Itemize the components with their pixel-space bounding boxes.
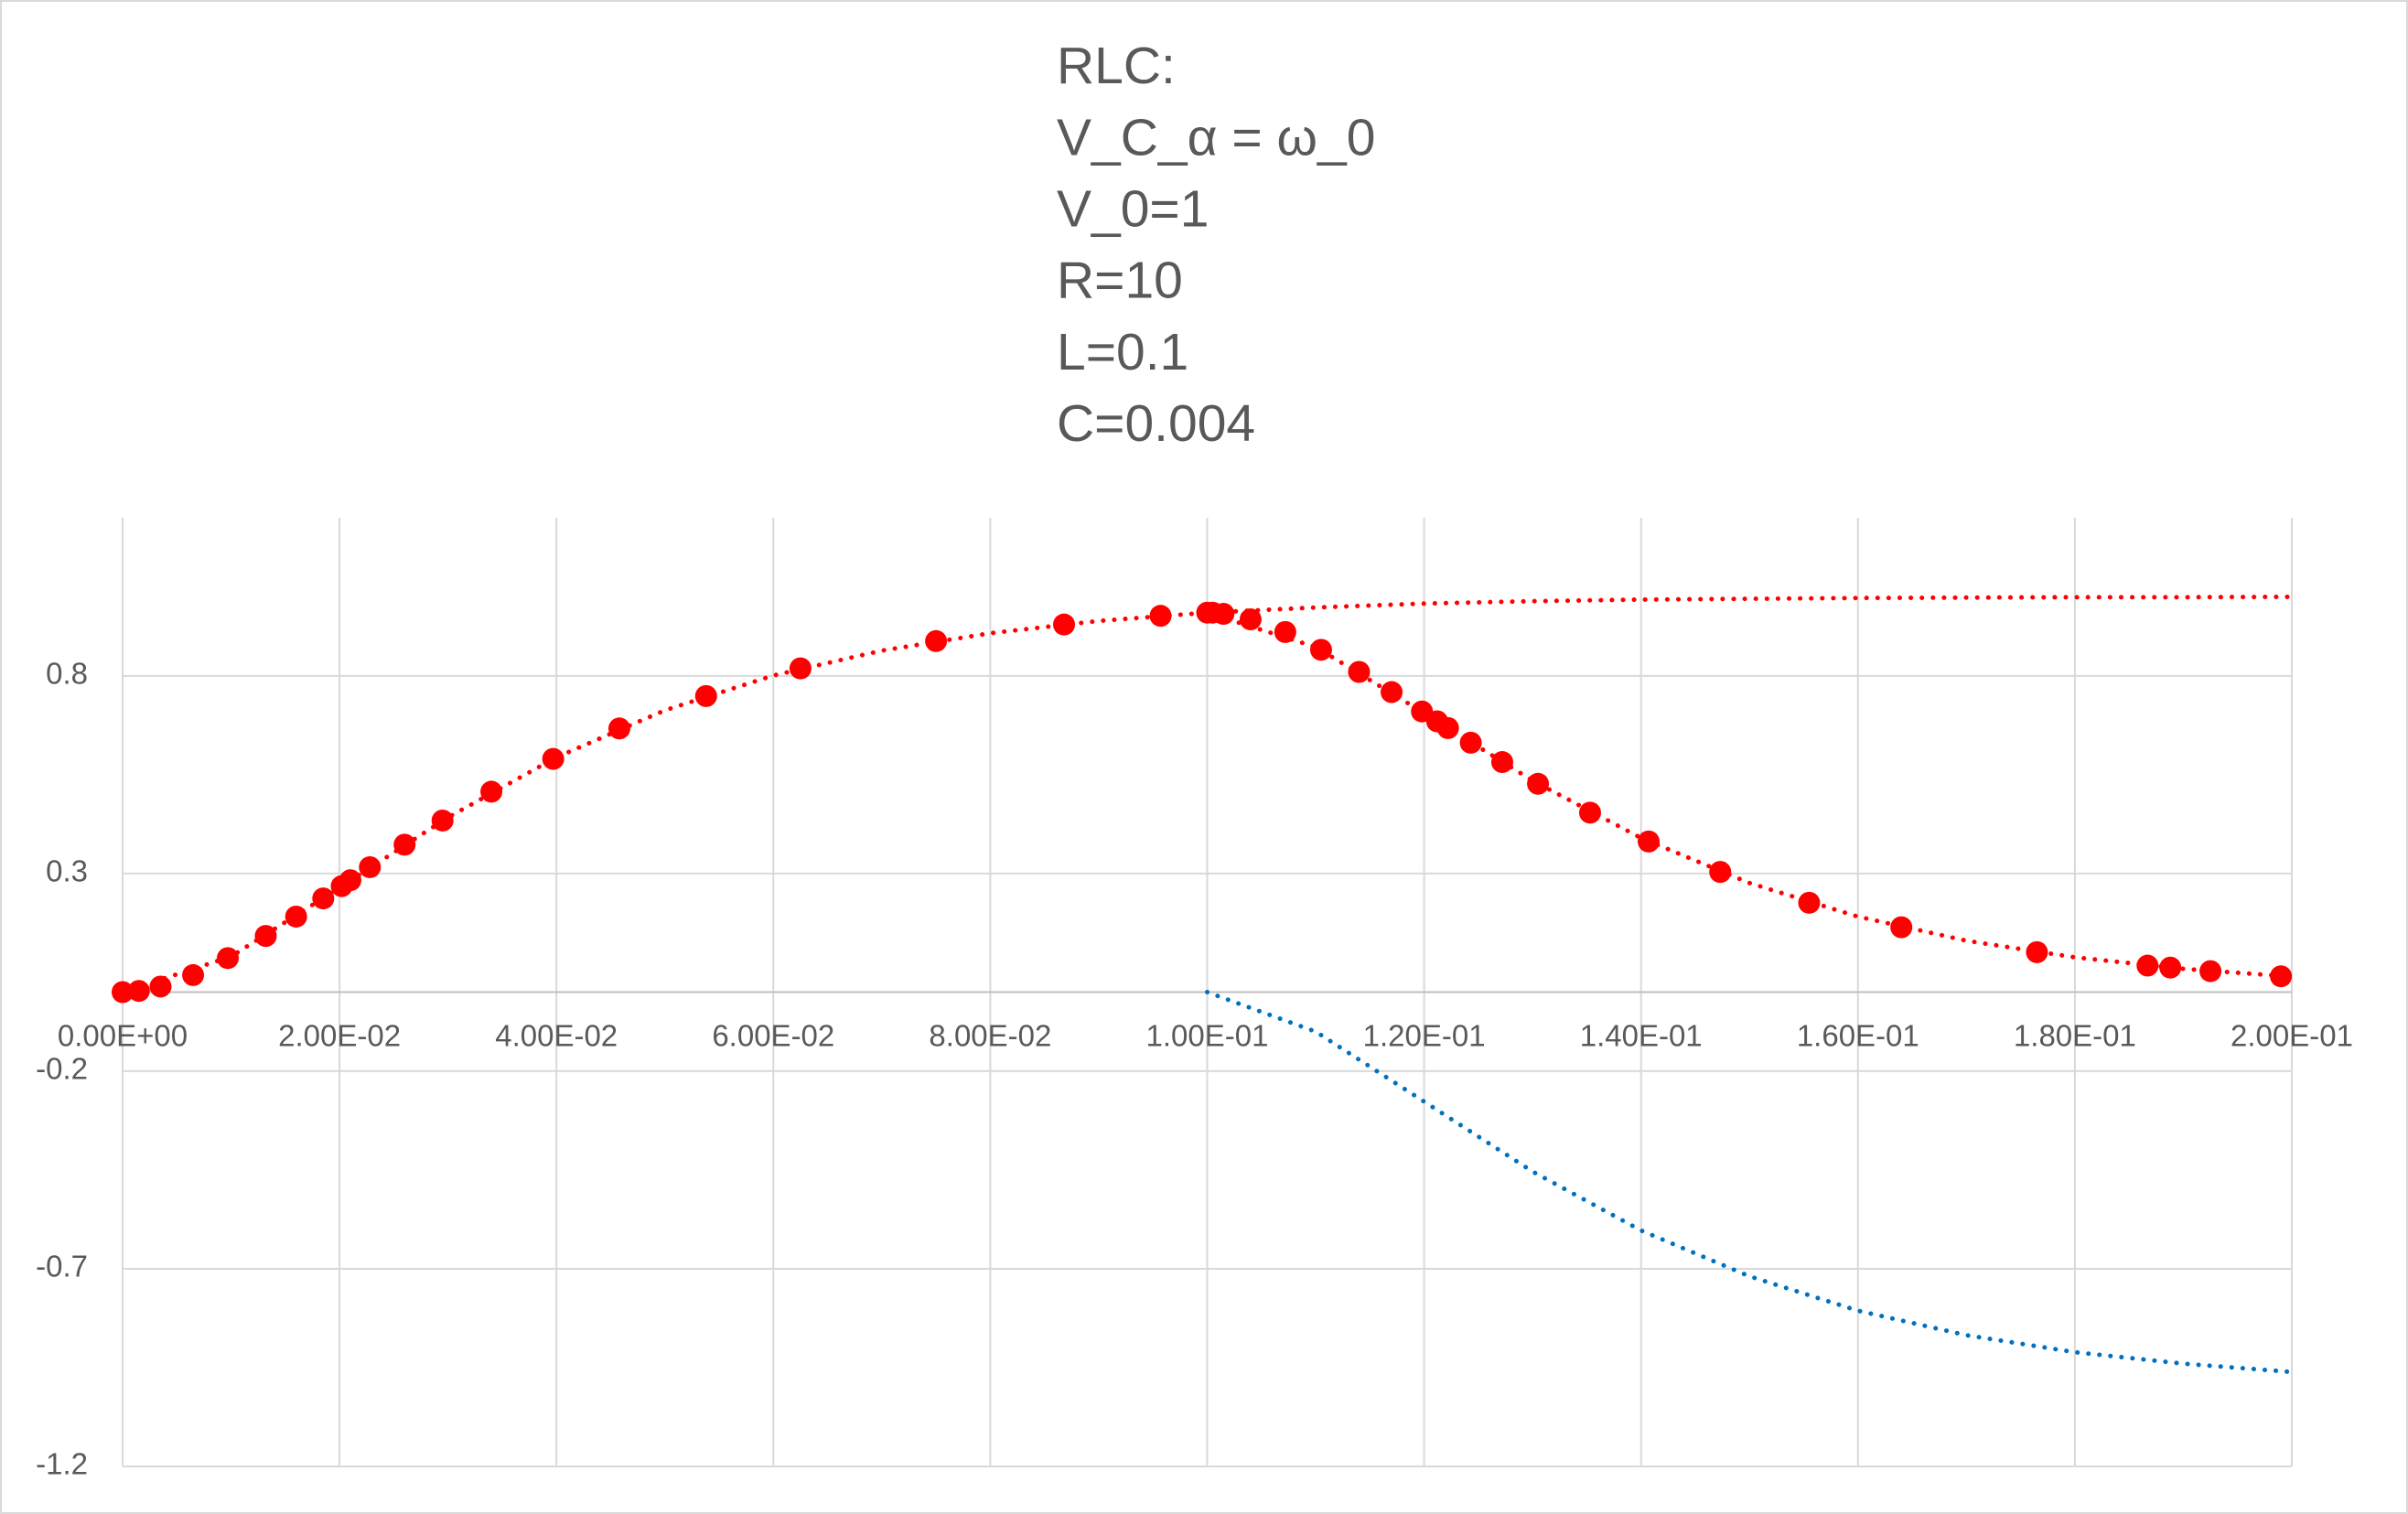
x-tick-label: 2.00E-01 (2231, 1019, 2353, 1053)
chart-title: RLC: (1057, 37, 1176, 95)
x-tick-label: 1.60E-01 (1797, 1019, 1919, 1053)
data-point (1239, 608, 1262, 631)
data-point (542, 747, 564, 770)
data-point (359, 855, 382, 878)
chart-title: V_0=1 (1057, 179, 1209, 238)
data-point (1381, 681, 1403, 703)
x-tick-label: 1.20E-01 (1363, 1019, 1486, 1053)
data-point (1798, 891, 1821, 914)
chart-title: V_C_α = ω_0 (1057, 108, 1375, 166)
y-tick-label: -0.7 (36, 1250, 88, 1283)
data-point (127, 980, 150, 1003)
chart-title: L=0.1 (1057, 323, 1188, 381)
data-point (789, 657, 812, 680)
y-tick-label: 0.8 (46, 657, 88, 691)
trend-line (1205, 990, 2295, 1375)
x-tick-label: 8.00E-02 (929, 1019, 1051, 1053)
data-point (182, 963, 205, 986)
data-point (1436, 716, 1459, 739)
data-point (149, 975, 172, 998)
data-point (1348, 660, 1371, 683)
data-point (1053, 613, 1076, 636)
data-point (925, 629, 948, 652)
x-tick-label: 2.00E-02 (278, 1019, 401, 1053)
trend-line (1205, 610, 2295, 980)
x-tick-label: 1.00E-01 (1146, 1019, 1269, 1053)
data-point (2026, 940, 2048, 963)
x-tick-label: 1.40E-01 (1580, 1019, 1703, 1053)
data-point (1459, 731, 1482, 754)
y-tick-label: -0.2 (36, 1052, 88, 1086)
chart-title: C=0.004 (1057, 394, 1255, 453)
chart-title: R=10 (1057, 252, 1183, 310)
x-tick-label: 4.00E-02 (495, 1019, 618, 1053)
x-tick-label: 6.00E-02 (712, 1019, 834, 1053)
data-point (2136, 954, 2159, 977)
data-point (2199, 960, 2222, 982)
x-tick-label: 0.00E+00 (58, 1019, 188, 1053)
data-point (1212, 602, 1235, 625)
y-tick-label: 0.3 (46, 854, 88, 888)
y-tick-label: -1.2 (36, 1447, 88, 1481)
x-tick-label: 1.80E-01 (2014, 1019, 2136, 1053)
data-point (1578, 801, 1601, 824)
data-point (1890, 916, 1913, 939)
data-point (694, 684, 717, 707)
